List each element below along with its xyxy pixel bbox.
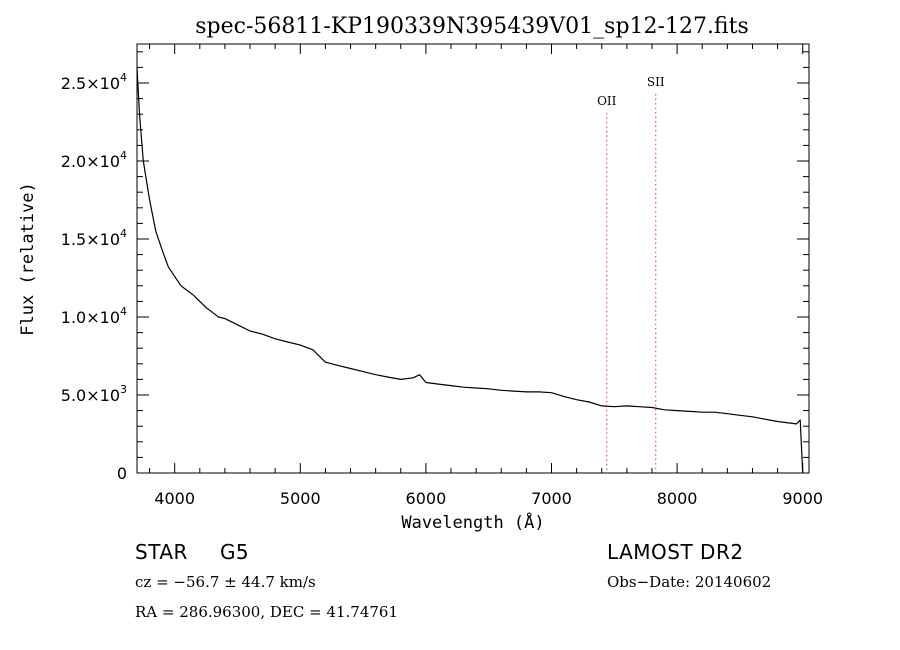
x-axis-ticks: 4000 5000 6000 7000 8000 9000 xyxy=(149,44,823,508)
x-tick-label: 5000 xyxy=(280,489,321,508)
x-tick-label: 6000 xyxy=(406,489,447,508)
y-axis-ticks: 0 5.0×103 1.0×104 1.5×104 2.0×104 2.5×104 xyxy=(61,51,809,483)
x-tick-label: 8000 xyxy=(657,489,698,508)
spectrum-line-0 xyxy=(136,67,804,474)
y-tick-label: 0 xyxy=(117,464,127,483)
coordinates-text: RA = 286.96300, DEC = 41.74761 xyxy=(135,603,399,621)
x-tick-label: 9000 xyxy=(782,489,823,508)
y-tick-label: 5.0×103 xyxy=(61,383,127,405)
y-tick-label: 1.0×104 xyxy=(61,305,127,327)
obs-date-text: Obs−Date: 20140602 xyxy=(607,573,772,591)
emission-line-markers: OII SII xyxy=(597,75,665,473)
plot-frame xyxy=(136,43,810,474)
y-axis-label: Flux (relative) xyxy=(18,182,38,336)
x-axis-label: Wavelength (Å) xyxy=(401,511,544,533)
x-tick-label: 7000 xyxy=(531,489,572,508)
y-tick-label: 1.5×104 xyxy=(61,227,127,249)
marker-label-oii: OII xyxy=(597,94,617,108)
x-tick-label: 4000 xyxy=(154,489,195,508)
object-subclass: G5 xyxy=(219,540,250,564)
chart-title: spec-56811-KP190339N395439V01_sp12-127.f… xyxy=(195,14,749,39)
object-class: STAR xyxy=(135,540,188,564)
y-tick-label: 2.5×104 xyxy=(61,71,127,93)
redshift-text: cz = −56.7 ± 44.7 km/s xyxy=(135,573,316,591)
y-tick-label: 2.0×104 xyxy=(61,149,127,171)
object-classification: STAR G5 xyxy=(135,540,249,564)
marker-label-sii: SII xyxy=(647,75,665,89)
spectrum-series xyxy=(136,67,804,474)
survey-label: LAMOST DR2 xyxy=(607,540,744,564)
